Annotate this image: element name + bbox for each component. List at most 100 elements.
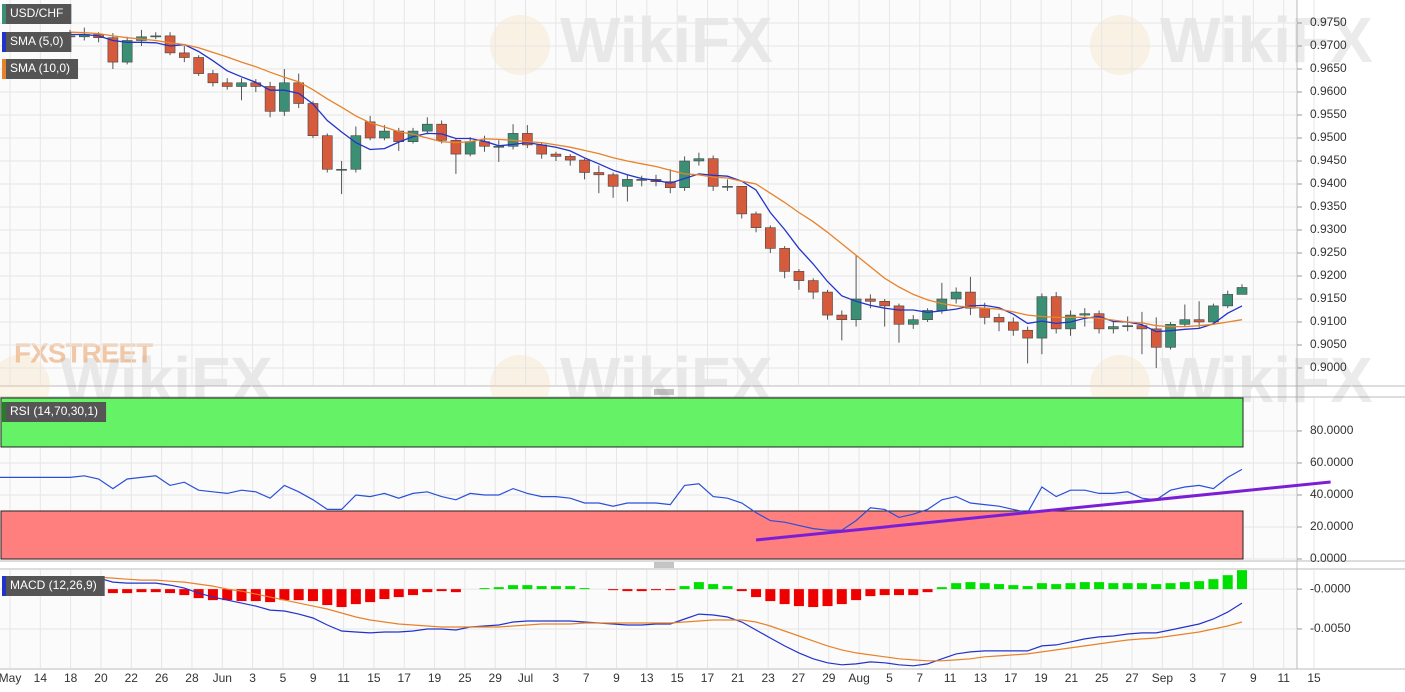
watermark: WikiFX xyxy=(1160,4,1373,76)
legend-box xyxy=(2,576,105,596)
oversold-band xyxy=(0,510,1244,560)
x-tick-label: 17 xyxy=(1004,671,1018,685)
histogram-bar xyxy=(536,586,547,590)
x-tick-label: 7 xyxy=(916,671,923,685)
histogram-bar xyxy=(1094,582,1105,590)
candle-body xyxy=(1150,328,1162,348)
watermark: WikiFX xyxy=(560,4,773,76)
x-tick-label: 5 xyxy=(280,671,287,685)
histogram-bar xyxy=(1237,570,1247,590)
x-tick-label: 11 xyxy=(1277,671,1290,685)
y-tick-label: 0.9000 xyxy=(1310,360,1347,374)
histogram-bar xyxy=(350,589,361,605)
histogram-bar xyxy=(879,589,890,596)
candle-body xyxy=(593,172,605,176)
x-tick-label: 23 xyxy=(761,671,775,685)
histogram-bar xyxy=(422,589,433,593)
panel-dividers xyxy=(0,0,1405,670)
histogram-bar xyxy=(765,589,776,602)
candle-body xyxy=(450,139,462,155)
histogram-bar xyxy=(1136,583,1147,590)
histogram-bar xyxy=(107,589,118,594)
candle-body xyxy=(950,291,962,300)
x-tick-label: 21 xyxy=(731,671,745,685)
x-tick-label: 11 xyxy=(944,671,957,685)
candle-body xyxy=(1036,296,1048,339)
legend-item: RSI (14,70,30,1) xyxy=(2,402,107,422)
histogram-bar xyxy=(622,589,633,592)
candle-body xyxy=(836,314,848,320)
histogram-bar xyxy=(122,589,133,594)
y-tick-label: 0.9500 xyxy=(1310,130,1347,144)
candle-body xyxy=(464,141,476,155)
histogram-bar xyxy=(222,589,233,601)
legend-label: SMA (5,0) xyxy=(10,34,63,48)
candle-body xyxy=(922,310,933,320)
candle-body xyxy=(693,158,705,162)
histogram-bar xyxy=(250,589,261,602)
x-tick-label: 3 xyxy=(553,671,560,685)
candle-body xyxy=(1222,294,1234,307)
y-tick-label: 20.0000 xyxy=(1310,519,1354,533)
x-tick-label: 15 xyxy=(367,671,381,685)
histogram-bar xyxy=(1108,583,1119,590)
legend-swatch xyxy=(2,402,6,422)
legend-swatch xyxy=(2,59,6,79)
candle-body xyxy=(722,185,733,188)
legend-item: MACD (12,26,9) xyxy=(2,576,105,596)
histogram-bar xyxy=(608,589,619,591)
candle-body xyxy=(1165,323,1176,348)
histogram-bar xyxy=(779,589,790,605)
y-tick-label: -0.0050 xyxy=(1310,621,1351,635)
histogram-bar xyxy=(408,589,419,596)
x-tick-label: 11 xyxy=(337,671,350,685)
y-tick-label: 0.9600 xyxy=(1310,84,1347,98)
x-tick-label: 20 xyxy=(94,671,108,685)
x-tick-label: Aug xyxy=(848,671,869,685)
histogram-bar xyxy=(279,589,290,601)
candle-body xyxy=(1050,296,1062,330)
histogram-bar xyxy=(808,589,819,608)
histogram-bar xyxy=(1065,583,1076,590)
x-tick-label: 19 xyxy=(1034,671,1048,685)
legend-box xyxy=(2,4,72,24)
y-tick-label: -0.0000 xyxy=(1310,581,1351,595)
candle-body xyxy=(522,133,533,146)
histogram-bar xyxy=(379,589,390,600)
legend-item: USD/CHF xyxy=(2,4,72,24)
candle-body xyxy=(807,280,819,293)
candle-body xyxy=(264,86,276,112)
candle-body xyxy=(893,305,905,325)
sma-line xyxy=(69,31,1243,328)
histogram-bar xyxy=(579,588,590,590)
legend-item: SMA (5,0) xyxy=(2,32,72,52)
candle-body xyxy=(907,319,919,325)
y-tick-label: 40.0000 xyxy=(1310,487,1354,501)
trendline xyxy=(755,480,1331,542)
legend-label: MACD (12,26,9) xyxy=(10,578,97,592)
candle-body xyxy=(1093,313,1105,330)
x-tick-label: 27 xyxy=(792,671,806,685)
histogram-bar xyxy=(165,589,176,594)
histogram-bar xyxy=(665,589,676,591)
resize-grip[interactable] xyxy=(654,389,674,568)
histogram-bar xyxy=(436,589,447,592)
candle-body xyxy=(879,300,890,307)
legend-label: RSI (14,70,30,1) xyxy=(10,404,98,418)
logo-text: FXSTREET xyxy=(14,337,153,368)
legend-box xyxy=(2,59,79,79)
y-tick-label: 0.9550 xyxy=(1310,107,1347,121)
candle-body xyxy=(965,291,976,309)
candle-body xyxy=(622,179,633,187)
x-tick-label: 5 xyxy=(886,671,893,685)
x-tick-label: May xyxy=(0,671,21,685)
x-tick-label: 15 xyxy=(670,671,684,685)
legend-box xyxy=(2,32,72,52)
x-tick-label: Sep xyxy=(1152,671,1174,685)
histogram-bar xyxy=(1165,583,1176,590)
x-tick-label: 18 xyxy=(64,671,78,685)
candle-body xyxy=(607,174,619,187)
candle-body xyxy=(236,82,247,87)
